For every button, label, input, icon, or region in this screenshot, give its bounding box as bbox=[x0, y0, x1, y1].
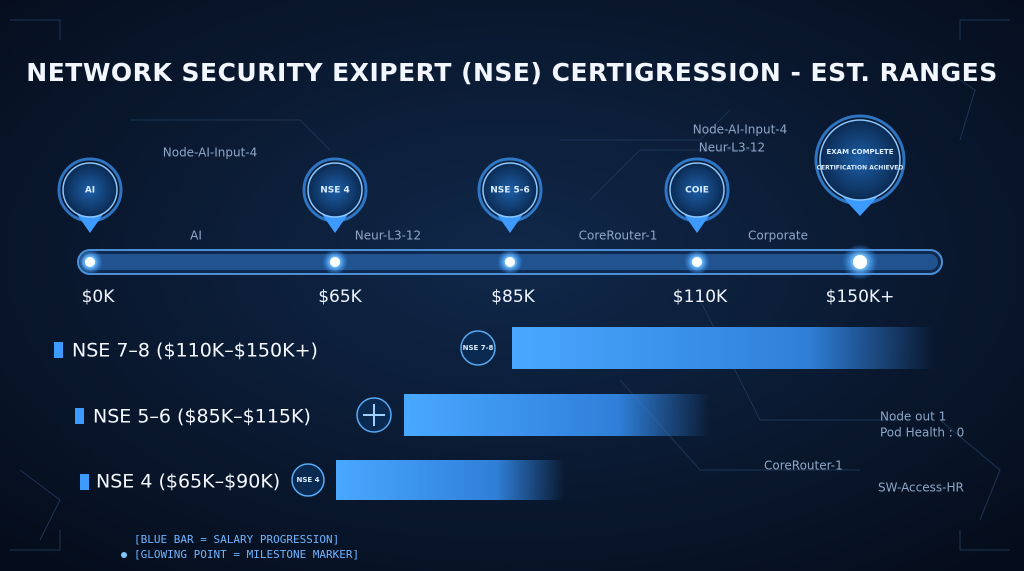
salary-label: $110K bbox=[673, 287, 728, 307]
badge-halo bbox=[57, 157, 123, 223]
tier-bar bbox=[404, 394, 710, 436]
milestone-point bbox=[85, 257, 95, 267]
badge-halo bbox=[477, 157, 543, 223]
side-label: Pod Health : 0 bbox=[880, 426, 964, 440]
tier-badge: NSE 7-8 bbox=[463, 344, 494, 352]
node-label: Corporate bbox=[748, 229, 808, 243]
milestone-point bbox=[692, 257, 702, 267]
node-label: Node-AI-Input-4 bbox=[163, 146, 258, 160]
milestone-point bbox=[853, 255, 867, 269]
badge bbox=[669, 162, 725, 218]
badge-halo bbox=[302, 157, 368, 223]
salary-label: $65K bbox=[318, 287, 362, 307]
salary-label: $85K bbox=[491, 287, 535, 307]
node-label: Node-AI-Input-4 bbox=[693, 123, 788, 137]
tier-swatch bbox=[75, 408, 84, 424]
title: NETWORK SECURITY EXIPERT (NSE) CERTIGRES… bbox=[26, 58, 997, 87]
tier-badge: NSE 4 bbox=[297, 476, 320, 484]
tier-bar bbox=[512, 327, 935, 369]
badge-text: EXAM COMPLETE bbox=[827, 148, 894, 156]
tier-icon bbox=[460, 330, 496, 366]
badge-text: NSE 4 bbox=[320, 186, 350, 196]
milestone-point bbox=[330, 257, 340, 267]
badge bbox=[482, 162, 538, 218]
legend-entry: [GLOWING POINT = MILESTONE MARKER] bbox=[134, 548, 359, 561]
tier-icon bbox=[291, 463, 325, 497]
milestone-point bbox=[505, 257, 515, 267]
badge-text: NSE 5-6 bbox=[490, 186, 530, 196]
tier-bar bbox=[336, 460, 565, 500]
badge-text: COIE bbox=[685, 186, 709, 196]
side-label: SW-Access-HR bbox=[878, 481, 964, 495]
tier-label: NSE 4 ($65K–$90K) bbox=[96, 471, 280, 493]
badge bbox=[819, 119, 901, 201]
badge-text: CERTIFICATION ACHIEVED bbox=[817, 165, 904, 172]
badge-halo bbox=[814, 114, 906, 206]
badge bbox=[307, 162, 363, 218]
tier-swatch bbox=[54, 342, 63, 358]
tier-label: NSE 5–6 ($85K–$115K) bbox=[93, 406, 311, 428]
tier-swatch bbox=[80, 474, 89, 490]
milestones: AI $0K NSE 4 $65K NSE 5-6 $85K COIE $110K EXAM C… bbox=[57, 114, 906, 307]
badge-halo bbox=[664, 157, 730, 223]
node-label: AI bbox=[190, 229, 202, 243]
node-label: Neur-L3-12 bbox=[699, 141, 765, 155]
salary-label: $150K+ bbox=[826, 287, 895, 307]
router-icon bbox=[363, 404, 385, 426]
side-label: CoreRouter-1 bbox=[764, 459, 843, 473]
circuit-lines bbox=[10, 19, 1010, 551]
side-label: Node out 1 bbox=[880, 410, 946, 424]
salary-label: $0K bbox=[82, 287, 116, 307]
badge bbox=[62, 162, 118, 218]
badge-text: AI bbox=[85, 186, 95, 196]
node-label: Neur-L3-12 bbox=[355, 229, 421, 243]
tier-label: NSE 7–8 ($110K–$150K+) bbox=[72, 340, 318, 362]
node-label: CoreRouter-1 bbox=[579, 229, 658, 243]
legend-entry: [BLUE BAR = SALARY PROGRESSION] bbox=[134, 533, 339, 546]
legend-dot bbox=[121, 552, 127, 558]
